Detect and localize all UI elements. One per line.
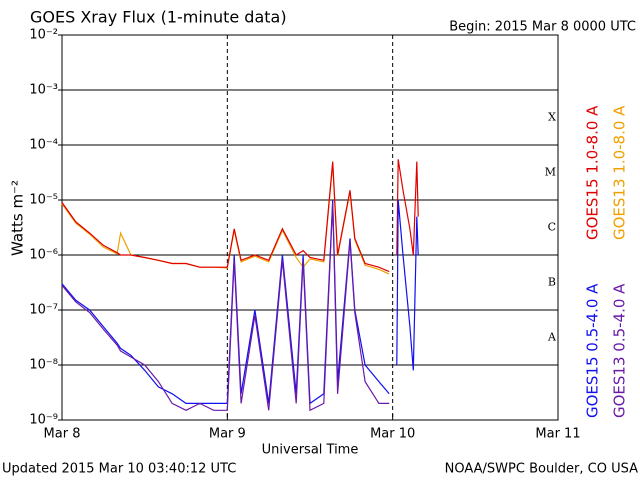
series-line (61, 159, 419, 273)
x-axis-label: Universal Time (262, 443, 359, 458)
series-line (61, 164, 390, 275)
y-tick-label: 10⁻⁴ (29, 138, 58, 153)
legend-entry: GOES15 0.5-4.0 A (584, 283, 602, 418)
y-tick-label: 10⁻² (29, 28, 58, 43)
footer-right: NOAA/SWPC Boulder, CO USA (445, 462, 638, 477)
y-tick-label: 10⁻⁸ (29, 358, 58, 373)
y-tick-label: 10⁻⁶ (29, 248, 58, 263)
chart-title: GOES Xray Flux (1-minute data) (30, 8, 287, 27)
y-tick-label: 10⁻⁷ (29, 303, 58, 318)
y-tick-label: 10⁻³ (29, 83, 58, 98)
legend-entry: GOES13 1.0-8.0 A (611, 105, 629, 240)
y-axis-label: Watts m⁻² (9, 180, 27, 256)
y-tick-label: 10⁻⁹ (29, 413, 58, 428)
flare-class-label: B (548, 276, 556, 289)
y-tick-label: 10⁻⁵ (29, 193, 58, 208)
flare-class-label: M (545, 166, 556, 179)
legend-entry: GOES13 0.5-4.0 A (611, 283, 629, 418)
footer-left: Updated 2015 Mar 10 03:40:12 UTC (2, 462, 236, 477)
plot-frame (61, 34, 559, 421)
flare-class-label: C (548, 221, 556, 234)
x-tick-label: Mar 9 (209, 427, 246, 442)
flare-class-label: X (548, 111, 556, 124)
x-tick-label: Mar 10 (370, 427, 415, 442)
flare-class-label: A (547, 331, 557, 344)
series-line (61, 202, 390, 412)
x-tick-label: Mar 11 (535, 427, 580, 442)
x-tick-label: Mar 8 (44, 427, 81, 442)
legend-entry: GOES15 1.0-8.0 A (584, 105, 602, 240)
chart-subtitle: Begin: 2015 Mar 8 0000 UTC (449, 20, 636, 35)
